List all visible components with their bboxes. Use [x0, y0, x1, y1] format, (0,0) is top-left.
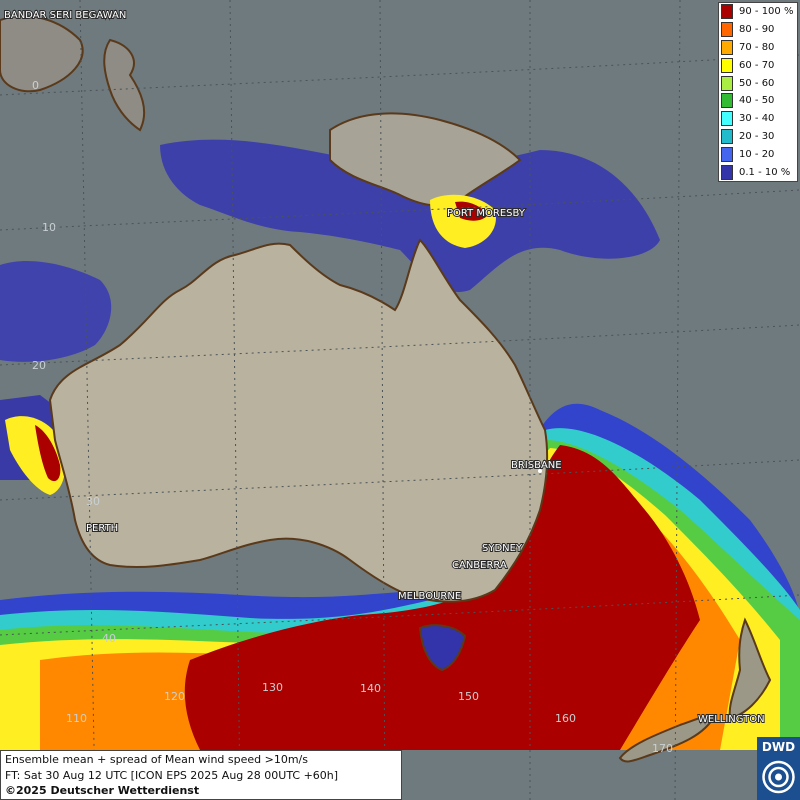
lon-label-110: 110 [66, 712, 87, 725]
city-sydney: SYDNEY [482, 543, 523, 554]
legend-label: 40 - 50 [739, 95, 775, 107]
product-description: Ensemble mean + spread of Mean wind spee… [5, 753, 308, 766]
wind-region-low-west [0, 260, 112, 362]
legend-label: 60 - 70 [739, 59, 775, 71]
dwd-logo: DWD [757, 737, 800, 800]
sulawesi [103, 38, 146, 132]
city-brisbane: BRISBANE [511, 460, 562, 471]
legend-swatch [721, 128, 733, 144]
legend-label: 50 - 60 [739, 77, 775, 89]
lon-label-130: 130 [262, 681, 283, 694]
legend-item: 40 - 50 [719, 92, 797, 110]
lat-label-40: 40 [102, 632, 116, 645]
city-wellington: WELLINGTON [698, 714, 765, 725]
legend-swatch [721, 4, 733, 20]
legend-item: 50 - 60 [719, 74, 797, 92]
borneo [0, 15, 84, 93]
australia-landmass [48, 238, 549, 603]
city-melbourne: MELBOURNE [398, 591, 461, 602]
legend-item: 60 - 70 [719, 56, 797, 74]
legend: 90 - 100 % 80 - 90 70 - 80 60 - 70 50 - … [718, 2, 798, 182]
copyright: ©2025 Deutscher Wetterdienst [5, 784, 200, 797]
lat-label-30: 30 [86, 495, 100, 508]
legend-swatch [721, 39, 733, 55]
legend-label: 20 - 30 [739, 130, 775, 142]
dwd-swirl-icon [762, 760, 795, 794]
legend-label: 70 - 80 [739, 41, 775, 53]
forecast-time: FT: Sat 30 Aug 12 UTC [ICON EPS 2025 Aug… [5, 768, 339, 782]
legend-item: 80 - 90 [719, 21, 797, 39]
lon-label-150: 150 [458, 690, 479, 703]
legend-swatch [721, 75, 733, 91]
legend-label: 80 - 90 [739, 24, 775, 36]
lon-label-120: 120 [164, 690, 185, 703]
legend-label: 30 - 40 [739, 113, 775, 125]
city-port-moresby: PORT MORESBY [447, 208, 526, 219]
legend-item: 70 - 80 [719, 39, 797, 57]
legend-item: 20 - 30 [719, 128, 797, 146]
city-marker-brisbane [538, 469, 542, 473]
legend-item: 0.1 - 10 % [719, 163, 797, 181]
legend-swatch [721, 164, 733, 180]
city-bandar-seri-begawan: BANDAR SERI BEGAWAN [4, 10, 126, 21]
legend-swatch [721, 22, 733, 38]
new-guinea [329, 112, 522, 207]
wind-region-low-north [160, 139, 660, 292]
lon-label-170: 170 [652, 742, 673, 755]
city-perth: PERTH [86, 523, 118, 534]
legend-item: 10 - 20 [719, 145, 797, 163]
tasmania [418, 624, 467, 672]
wind-region-perth-core [35, 425, 61, 482]
legend-item: 30 - 40 [719, 110, 797, 128]
wind-region-port-moresby-core [455, 201, 488, 221]
info-box: Ensemble mean + spread of Mean wind spee… [0, 750, 402, 800]
legend-swatch [721, 111, 733, 127]
lat-label-0: 0 [32, 79, 39, 92]
legend-swatch [721, 57, 733, 73]
legend-swatch [721, 93, 733, 109]
lat-label-20: 20 [32, 359, 46, 372]
lon-label-140: 140 [360, 682, 381, 695]
legend-label: 90 - 100 % [739, 6, 794, 18]
city-canberra: CANBERRA [452, 560, 507, 571]
legend-swatch [721, 146, 733, 162]
wind-region-red [184, 445, 700, 750]
dwd-logo-text: DWD [761, 740, 796, 754]
legend-label: 0.1 - 10 % [739, 166, 791, 178]
new-zealand-north [728, 617, 772, 720]
new-zealand-south [618, 713, 717, 763]
legend-item: 90 - 100 % [719, 3, 797, 21]
legend-label: 10 - 20 [739, 148, 775, 160]
lon-label-160: 160 [555, 712, 576, 725]
lat-label-10: 10 [42, 221, 56, 234]
